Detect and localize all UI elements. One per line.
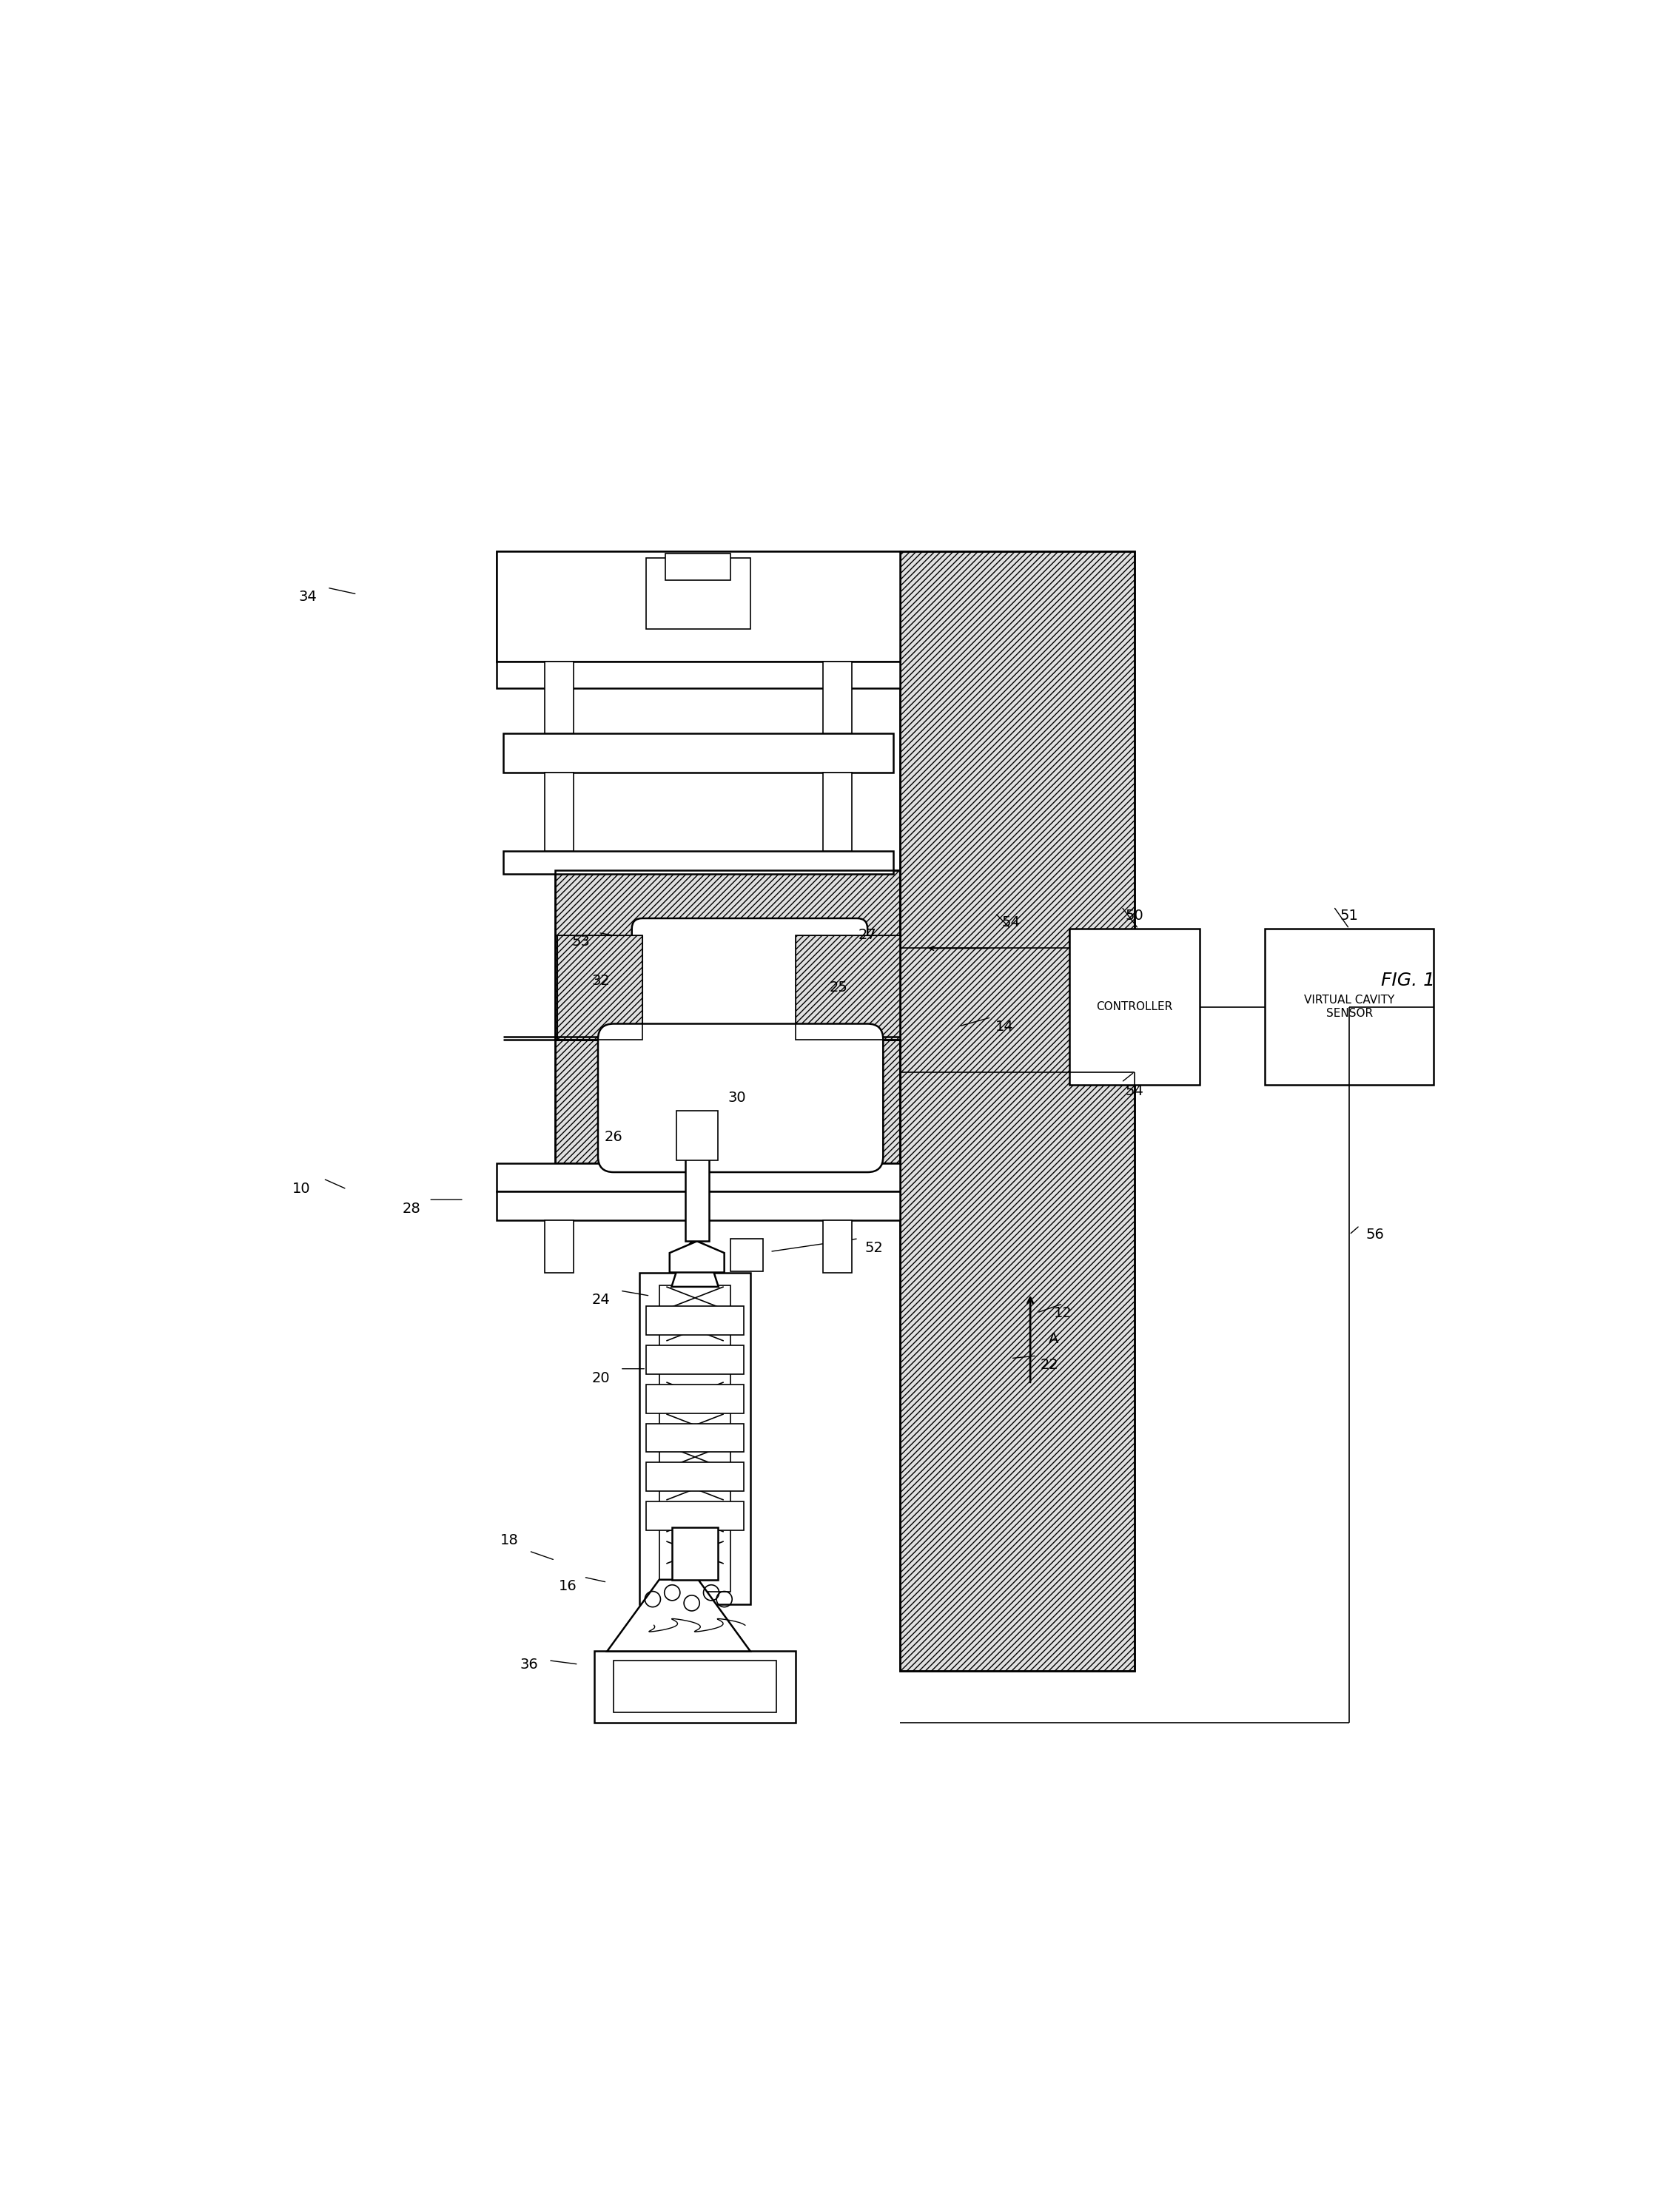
Bar xyxy=(672,1527,717,1580)
Bar xyxy=(647,1346,744,1375)
Polygon shape xyxy=(606,1580,751,1652)
Bar xyxy=(647,1423,744,1452)
Text: 28: 28 xyxy=(403,1201,422,1217)
Bar xyxy=(554,871,900,1038)
Bar xyxy=(497,552,900,662)
Bar xyxy=(647,1503,744,1531)
Bar xyxy=(667,1318,724,1340)
Bar xyxy=(659,1285,731,1591)
Text: 25: 25 xyxy=(830,981,848,994)
Bar xyxy=(647,1307,744,1335)
Text: CONTROLLER: CONTROLLER xyxy=(1097,1001,1173,1012)
Bar xyxy=(675,1111,717,1159)
Bar xyxy=(667,1351,724,1373)
Bar xyxy=(497,662,900,689)
Text: 53: 53 xyxy=(571,935,590,948)
Text: 20: 20 xyxy=(591,1371,610,1386)
Bar xyxy=(900,552,1134,1670)
Text: 14: 14 xyxy=(995,1019,1013,1034)
Bar xyxy=(497,552,900,662)
FancyBboxPatch shape xyxy=(598,1023,884,1173)
Bar xyxy=(544,772,573,851)
Text: 30: 30 xyxy=(727,1091,746,1104)
Text: 54: 54 xyxy=(1001,915,1020,928)
Bar xyxy=(554,871,900,1038)
Text: 52: 52 xyxy=(865,1241,884,1254)
Text: 12: 12 xyxy=(1053,1307,1072,1320)
Text: 51: 51 xyxy=(1341,909,1359,922)
Bar xyxy=(554,1038,900,1164)
Text: 24: 24 xyxy=(591,1294,610,1307)
Bar xyxy=(497,1164,900,1192)
Bar xyxy=(558,935,642,1038)
Text: 56: 56 xyxy=(1366,1228,1384,1241)
Text: 22: 22 xyxy=(1040,1357,1058,1373)
Bar xyxy=(544,662,573,733)
Bar xyxy=(1265,928,1435,1085)
Bar xyxy=(731,1239,763,1272)
Bar xyxy=(554,1038,900,1164)
Bar xyxy=(647,1463,744,1492)
Bar xyxy=(823,662,852,733)
Bar xyxy=(647,1384,744,1412)
FancyBboxPatch shape xyxy=(632,917,867,1049)
Bar xyxy=(595,1652,796,1723)
Bar xyxy=(667,1509,724,1531)
Bar xyxy=(667,1415,724,1437)
Bar xyxy=(796,935,900,1038)
Text: 36: 36 xyxy=(519,1657,538,1672)
Polygon shape xyxy=(685,1157,709,1241)
Text: 32: 32 xyxy=(591,975,610,988)
Text: 27: 27 xyxy=(858,928,877,942)
Text: 54: 54 xyxy=(1126,1085,1144,1098)
Bar xyxy=(667,1542,724,1564)
Bar xyxy=(667,1445,724,1467)
Bar xyxy=(667,1478,724,1500)
Bar xyxy=(1070,928,1200,1085)
Bar xyxy=(667,1287,724,1309)
Polygon shape xyxy=(672,1236,719,1287)
Text: 18: 18 xyxy=(501,1533,519,1547)
Text: 26: 26 xyxy=(605,1131,623,1144)
Bar xyxy=(665,554,731,581)
Bar xyxy=(647,559,751,629)
Bar xyxy=(667,1382,724,1404)
Bar xyxy=(823,772,852,851)
Bar xyxy=(640,1272,751,1604)
Text: 34: 34 xyxy=(299,590,318,603)
Bar xyxy=(502,733,894,772)
Bar xyxy=(900,552,1134,1670)
Text: FIG. 1: FIG. 1 xyxy=(1381,972,1435,990)
Bar xyxy=(558,935,642,1038)
Bar xyxy=(544,1221,573,1272)
Polygon shape xyxy=(670,1241,724,1272)
Bar xyxy=(502,851,894,873)
Bar xyxy=(823,1221,852,1272)
Text: A: A xyxy=(1048,1331,1058,1346)
Text: VIRTUAL CAVITY
SENSOR: VIRTUAL CAVITY SENSOR xyxy=(1304,994,1394,1019)
Bar xyxy=(796,935,900,1038)
Text: 16: 16 xyxy=(559,1580,578,1593)
Bar xyxy=(497,1192,900,1221)
Text: 10: 10 xyxy=(292,1181,311,1197)
Text: 50: 50 xyxy=(1126,909,1144,922)
Bar xyxy=(613,1661,776,1712)
